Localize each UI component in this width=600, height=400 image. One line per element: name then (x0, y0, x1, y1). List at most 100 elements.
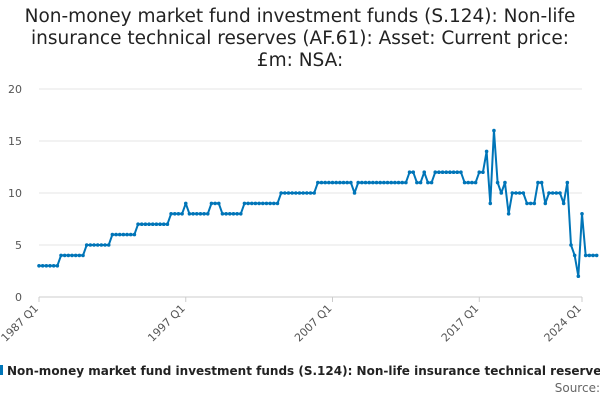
data-point[interactable] (349, 180, 353, 185)
data-point[interactable] (415, 180, 419, 185)
data-point[interactable] (378, 180, 383, 185)
data-point[interactable] (286, 191, 291, 195)
data-point[interactable] (462, 180, 467, 185)
data-point[interactable] (132, 232, 137, 237)
data-point[interactable] (587, 253, 592, 258)
data-point[interactable] (448, 170, 452, 174)
data-point[interactable] (382, 180, 386, 185)
data-point[interactable] (121, 232, 126, 237)
data-point[interactable] (279, 191, 283, 195)
data-point[interactable] (455, 170, 460, 174)
data-point[interactable] (257, 201, 261, 206)
data-point[interactable] (473, 180, 478, 185)
data-point[interactable] (176, 212, 181, 216)
data-point[interactable] (136, 222, 140, 226)
data-point[interactable] (95, 243, 100, 247)
data-point[interactable] (528, 201, 533, 206)
data-point[interactable] (554, 191, 559, 195)
data-point[interactable] (261, 201, 265, 206)
data-point[interactable] (165, 222, 170, 226)
data-point[interactable] (59, 253, 63, 258)
data-point[interactable] (539, 180, 544, 185)
data-point[interactable] (44, 264, 49, 268)
data-point[interactable] (150, 222, 155, 226)
data-point[interactable] (290, 191, 294, 195)
data-point[interactable] (466, 180, 471, 185)
data-point[interactable] (220, 212, 225, 216)
data-point[interactable] (418, 180, 423, 185)
data-point[interactable] (323, 180, 327, 185)
data-point[interactable] (308, 191, 313, 195)
data-point[interactable] (147, 222, 151, 226)
data-point[interactable] (161, 222, 166, 226)
data-point[interactable] (154, 222, 159, 226)
data-point[interactable] (158, 222, 162, 226)
data-point[interactable] (558, 191, 562, 195)
data-point[interactable] (536, 180, 540, 185)
data-point[interactable] (561, 201, 566, 206)
data-point[interactable] (88, 243, 93, 247)
data-point[interactable] (433, 170, 438, 174)
data-point[interactable] (37, 264, 41, 268)
data-point[interactable] (139, 222, 144, 226)
data-point[interactable] (459, 170, 463, 174)
data-point[interactable] (385, 180, 390, 185)
data-point[interactable] (143, 222, 148, 226)
data-point[interactable] (532, 201, 537, 206)
data-point[interactable] (246, 201, 250, 206)
data-point[interactable] (550, 191, 555, 195)
data-point[interactable] (114, 232, 118, 237)
data-point[interactable] (213, 201, 217, 206)
data-point[interactable] (301, 191, 305, 195)
data-point[interactable] (411, 170, 416, 174)
data-point[interactable] (393, 180, 397, 185)
data-point[interactable] (488, 201, 493, 206)
data-point[interactable] (477, 170, 482, 174)
data-point[interactable] (272, 201, 276, 206)
data-point[interactable] (565, 180, 570, 185)
data-point[interactable] (506, 212, 511, 216)
data-point[interactable] (580, 212, 584, 216)
data-point[interactable] (268, 201, 272, 206)
data-point[interactable] (429, 180, 434, 185)
data-point[interactable] (543, 201, 548, 206)
data-point[interactable] (224, 212, 228, 216)
data-point[interactable] (440, 170, 445, 174)
data-point[interactable] (55, 264, 60, 268)
data-point[interactable] (250, 201, 254, 206)
data-point[interactable] (73, 253, 78, 258)
data-point[interactable] (334, 180, 338, 185)
data-point[interactable] (183, 201, 188, 206)
data-point[interactable] (363, 180, 368, 185)
data-point[interactable] (209, 201, 214, 206)
data-point[interactable] (283, 191, 287, 195)
data-point[interactable] (66, 253, 71, 258)
data-point[interactable] (407, 170, 412, 174)
data-point[interactable] (470, 180, 474, 185)
data-point[interactable] (187, 212, 192, 216)
data-point[interactable] (521, 191, 526, 195)
data-point[interactable] (117, 232, 122, 237)
data-point[interactable] (371, 180, 375, 185)
data-point[interactable] (517, 191, 522, 195)
data-point[interactable] (128, 232, 133, 237)
data-point[interactable] (492, 128, 496, 133)
data-point[interactable] (242, 201, 247, 206)
data-point[interactable] (275, 201, 280, 206)
data-point[interactable] (451, 170, 456, 174)
data-point[interactable] (48, 264, 52, 268)
data-point[interactable] (510, 191, 515, 195)
data-point[interactable] (191, 212, 195, 216)
data-point[interactable] (484, 149, 489, 154)
data-point[interactable] (235, 212, 239, 216)
data-point[interactable] (437, 170, 441, 174)
data-point[interactable] (205, 212, 210, 216)
data-point[interactable] (576, 274, 581, 279)
data-point[interactable] (444, 170, 449, 174)
data-point[interactable] (305, 191, 309, 195)
data-point[interactable] (40, 264, 45, 268)
data-point[interactable] (345, 180, 349, 185)
data-point[interactable] (77, 253, 82, 258)
data-point[interactable] (216, 201, 221, 206)
data-point[interactable] (84, 243, 89, 247)
